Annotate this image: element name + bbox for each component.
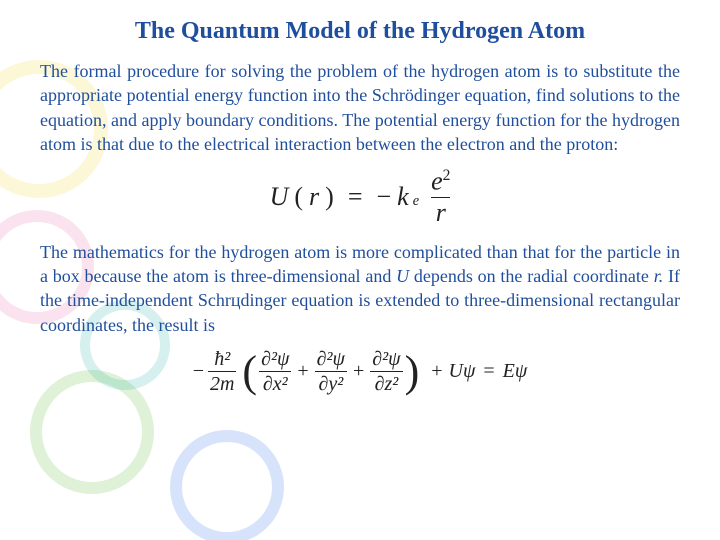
equation-schrodinger-3d: −ħ²2m(∂²ψ∂x²+∂²ψ∂y²+∂²ψ∂z²)+Uψ=Eψ [40, 349, 680, 394]
p2-text-b: depends on the radial coordinate [409, 266, 654, 286]
p2-variable-r: r. [654, 266, 664, 286]
paragraph-2: The mathematics for the hydrogen atom is… [40, 240, 680, 337]
p2-variable-U: U [396, 266, 409, 286]
slide-title: The Quantum Model of the Hydrogen Atom [40, 18, 680, 45]
slide-content: The Quantum Model of the Hydrogen Atom T… [0, 0, 720, 540]
equation-potential-energy: U(r)=−kee2r [40, 168, 680, 226]
paragraph-1: The formal procedure for solving the pro… [40, 59, 680, 156]
